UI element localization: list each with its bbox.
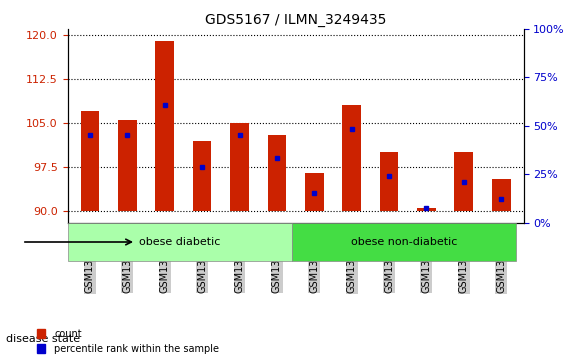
Legend: count, percentile rank within the sample: count, percentile rank within the sample	[33, 326, 224, 358]
Bar	[81, 111, 99, 211]
Text: disease state: disease state	[6, 334, 80, 344]
Title: GDS5167 / ILMN_3249435: GDS5167 / ILMN_3249435	[205, 13, 386, 26]
Bar	[305, 173, 324, 211]
Bar	[492, 179, 511, 211]
Bar	[193, 140, 212, 211]
Bar	[417, 208, 436, 211]
Text: obese diabetic: obese diabetic	[139, 237, 220, 247]
Bar	[267, 135, 286, 211]
FancyBboxPatch shape	[292, 223, 516, 261]
Bar	[230, 123, 249, 211]
Bar	[454, 152, 473, 211]
FancyBboxPatch shape	[68, 223, 292, 261]
Text: obese non-diabetic: obese non-diabetic	[351, 237, 457, 247]
Bar	[118, 120, 137, 211]
Bar	[379, 152, 399, 211]
Bar	[342, 105, 361, 211]
Bar	[155, 41, 174, 211]
